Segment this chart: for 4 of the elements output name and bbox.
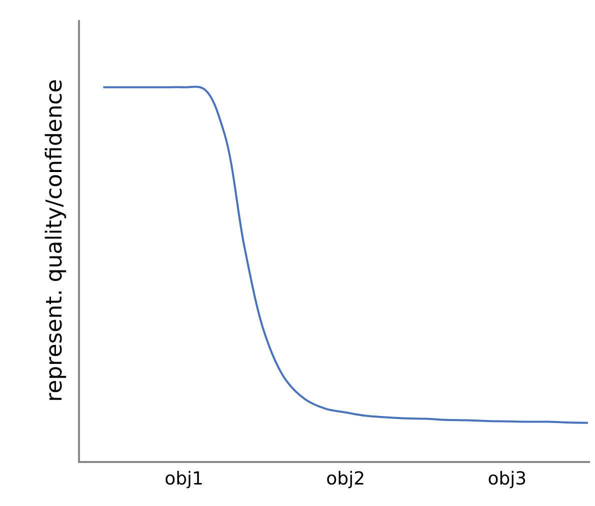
- x-tick-label: obj2: [326, 468, 366, 490]
- x-tick-label: obj3: [488, 468, 527, 490]
- y-axis-title: represent. quality/confidence: [42, 79, 68, 402]
- x-tick-label: obj1: [164, 468, 204, 490]
